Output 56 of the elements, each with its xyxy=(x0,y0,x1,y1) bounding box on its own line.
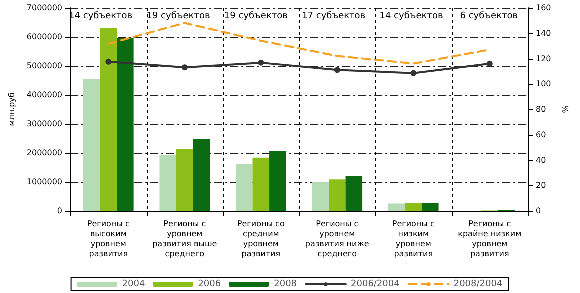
y2-tick-label: 20 xyxy=(536,181,546,190)
bar xyxy=(422,203,439,211)
point xyxy=(182,64,188,71)
bar xyxy=(346,176,363,211)
bar xyxy=(193,139,210,211)
bar xyxy=(100,28,118,211)
x-tick-label: Регионы со средним уровнем развития xyxy=(237,220,285,258)
point xyxy=(258,60,264,66)
y2-tick-label: 120 xyxy=(536,54,552,64)
legend-label: 2004 xyxy=(122,280,146,290)
legend-label: 2006 xyxy=(198,280,222,290)
x-tick-label: Регионы с крайне низким уровнем развития xyxy=(458,220,522,258)
legend-label: 2006/2004 xyxy=(351,280,400,290)
y-tick-label: 5000000 xyxy=(26,62,63,70)
y2-tick-label: 160 xyxy=(536,4,552,12)
x-tick-label: Регионы с низким уровнем развития xyxy=(392,220,435,258)
annotation: 6 субъектов xyxy=(460,12,518,22)
bar xyxy=(160,155,177,211)
y2-tick-label: 140 xyxy=(536,28,552,38)
y-tick-label: 0 xyxy=(57,206,63,216)
y2-axis-title: % xyxy=(562,105,571,114)
bar xyxy=(117,38,134,211)
x-tick-label: Регионы с высоким уровнем развития xyxy=(87,220,130,258)
y2-tick-label: 100 xyxy=(536,80,552,89)
y2-tick-label: 60 xyxy=(536,130,546,140)
bar xyxy=(252,158,270,211)
y-tick-label: 4000000 xyxy=(26,90,63,100)
bar xyxy=(83,79,100,211)
point xyxy=(106,58,112,65)
bar xyxy=(270,152,286,211)
y-tick-label: 3000000 xyxy=(26,120,63,128)
y-tick-label: 7000000 xyxy=(26,4,63,12)
y-tick-label: 2000000 xyxy=(26,148,63,158)
point xyxy=(410,70,417,76)
y-axis-title: млн.руб xyxy=(8,92,16,126)
annotation: 14 субъектов xyxy=(380,12,444,22)
bar xyxy=(236,164,253,211)
point xyxy=(334,67,340,74)
x-tick-label: Регионы с уровнем развития ниже среднего xyxy=(305,220,370,258)
legend-label: 2008/2004 xyxy=(454,280,503,290)
bar xyxy=(405,203,422,211)
bar xyxy=(312,182,329,211)
bar xyxy=(176,149,194,211)
y-tick-label: 6000000 xyxy=(26,32,63,42)
y2-tick-label: 80 xyxy=(536,105,546,114)
x-tick-label: Регионы с уровнем развития выше среднего xyxy=(152,220,218,258)
annotation: 19 субъектов xyxy=(146,12,210,22)
y2-tick-label: 0 xyxy=(536,206,542,216)
y2-tick-label: 40 xyxy=(536,156,546,165)
annotation: 19 субъектов xyxy=(224,12,288,22)
bar xyxy=(329,180,346,211)
y-tick-label: 1000000 xyxy=(26,178,63,186)
point xyxy=(486,60,493,67)
legend-label: 2008 xyxy=(274,280,298,290)
annotation: 17 субъектов xyxy=(302,12,366,22)
bar xyxy=(388,204,406,211)
